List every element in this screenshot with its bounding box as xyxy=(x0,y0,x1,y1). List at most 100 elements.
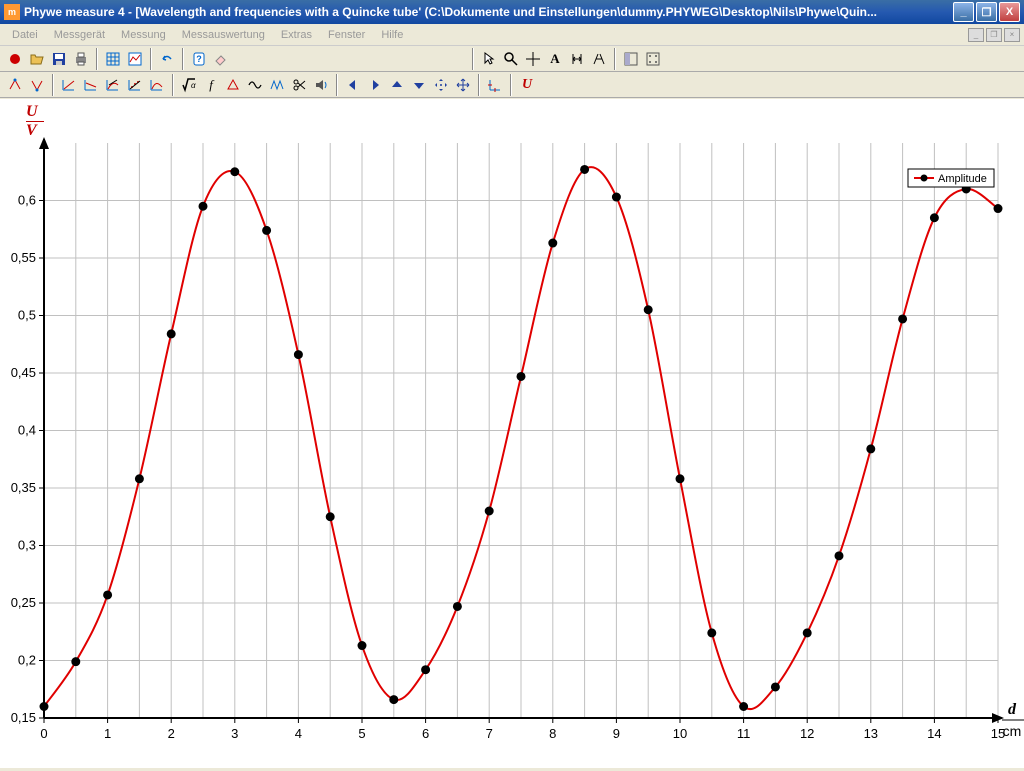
data-point xyxy=(899,315,907,323)
svg-text:0,5: 0,5 xyxy=(18,308,36,323)
y-variable-button[interactable]: U xyxy=(516,74,538,96)
pointer-button[interactable] xyxy=(478,48,500,70)
app-icon: m xyxy=(4,4,20,20)
text-button[interactable]: A xyxy=(544,48,566,70)
svg-text:10: 10 xyxy=(673,726,687,741)
svg-text:9: 9 xyxy=(613,726,620,741)
menu-messauswertung[interactable]: Messauswertung xyxy=(174,27,273,43)
svg-text:0: 0 xyxy=(40,726,47,741)
svg-text:0,15: 0,15 xyxy=(11,710,36,725)
nav-up-button[interactable] xyxy=(386,74,408,96)
y-axis-label-top: U xyxy=(26,103,44,121)
print-button[interactable] xyxy=(70,48,92,70)
menu-messgeraet[interactable]: Messgerät xyxy=(46,27,113,43)
nav-right-button[interactable] xyxy=(364,74,386,96)
menu-messung[interactable]: Messung xyxy=(113,27,174,43)
x-axis-label-top: d xyxy=(1008,701,1017,718)
data-point xyxy=(930,214,938,222)
line-rising-icon[interactable] xyxy=(58,74,80,96)
nav-fit-button[interactable] xyxy=(452,74,474,96)
svg-text:8: 8 xyxy=(549,726,556,741)
data-point xyxy=(135,475,143,483)
data-point xyxy=(422,666,430,674)
menu-fenster[interactable]: Fenster xyxy=(320,27,373,43)
data-point xyxy=(294,351,302,359)
svg-text:1: 1 xyxy=(104,726,111,741)
save-button[interactable] xyxy=(48,48,70,70)
menu-hilfe[interactable]: Hilfe xyxy=(373,27,411,43)
minimize-button[interactable]: _ xyxy=(953,2,974,22)
data-point xyxy=(358,642,366,650)
eraser-button[interactable] xyxy=(210,48,232,70)
data-point xyxy=(485,507,493,515)
function-icon[interactable]: f xyxy=(200,74,222,96)
chart-view-button[interactable] xyxy=(124,48,146,70)
peak-icon[interactable] xyxy=(4,74,26,96)
undo-button[interactable] xyxy=(156,48,178,70)
measure-h-button[interactable] xyxy=(566,48,588,70)
help-button[interactable]: ? xyxy=(188,48,210,70)
zoom-button[interactable] xyxy=(500,48,522,70)
data-point xyxy=(199,202,207,210)
data-point xyxy=(708,629,716,637)
tangent-icon[interactable] xyxy=(102,74,124,96)
legend-label: Amplitude xyxy=(938,173,987,185)
toolbar-row-1: ? A xyxy=(0,46,1024,72)
linear-fit-icon[interactable] xyxy=(124,74,146,96)
data-point xyxy=(326,513,334,521)
valley-icon[interactable] xyxy=(26,74,48,96)
chart-canvas[interactable]: 01234567891011121314150,150,20,250,30,35… xyxy=(0,99,1024,768)
maximize-button[interactable]: ❐ xyxy=(976,2,997,22)
speaker-icon[interactable] xyxy=(310,74,332,96)
layout-button-2[interactable] xyxy=(642,48,664,70)
data-point xyxy=(167,330,175,338)
sqrt-icon[interactable]: α xyxy=(178,74,200,96)
sine-icon[interactable] xyxy=(244,74,266,96)
svg-text:12: 12 xyxy=(800,726,814,741)
data-point xyxy=(771,683,779,691)
mdi-close[interactable]: × xyxy=(1004,28,1020,42)
nav-left-button[interactable] xyxy=(342,74,364,96)
axes-config-button[interactable] xyxy=(484,74,506,96)
mdi-restore[interactable]: ❐ xyxy=(986,28,1002,42)
crosshair-button[interactable] xyxy=(522,48,544,70)
svg-text:A: A xyxy=(550,51,560,66)
data-point xyxy=(581,165,589,173)
svg-text:2: 2 xyxy=(168,726,175,741)
svg-text:0,3: 0,3 xyxy=(18,538,36,553)
record-button[interactable] xyxy=(4,48,26,70)
data-point xyxy=(644,306,652,314)
open-button[interactable] xyxy=(26,48,48,70)
data-point xyxy=(517,372,525,380)
double-peak-icon[interactable] xyxy=(266,74,288,96)
svg-text:0,35: 0,35 xyxy=(11,480,36,495)
titlebar: m Phywe measure 4 - [Wavelength and freq… xyxy=(0,0,1024,24)
triangle-icon[interactable] xyxy=(222,74,244,96)
curve-fit-icon[interactable] xyxy=(146,74,168,96)
svg-text:0,25: 0,25 xyxy=(11,595,36,610)
svg-text:f: f xyxy=(209,77,215,92)
line-flat-icon[interactable] xyxy=(80,74,102,96)
layout-button-1[interactable] xyxy=(620,48,642,70)
svg-text:0,45: 0,45 xyxy=(11,365,36,380)
menu-extras[interactable]: Extras xyxy=(273,27,320,43)
scissors-icon[interactable] xyxy=(288,74,310,96)
nav-pan-button[interactable] xyxy=(430,74,452,96)
mdi-minimize[interactable]: _ xyxy=(968,28,984,42)
measure-angle-button[interactable] xyxy=(588,48,610,70)
x-axis-label-bottom: cm xyxy=(1003,723,1022,739)
mdi-controls: _ ❐ × xyxy=(968,28,1020,42)
y-axis-label: U V xyxy=(26,103,44,140)
menu-datei[interactable]: Datei xyxy=(4,27,46,43)
nav-down-button[interactable] xyxy=(408,74,430,96)
close-button[interactable]: X xyxy=(999,2,1020,22)
window-title: Phywe measure 4 - [Wavelength and freque… xyxy=(24,5,953,19)
data-point xyxy=(453,602,461,610)
data-point xyxy=(867,445,875,453)
data-point xyxy=(72,658,80,666)
data-point xyxy=(803,629,811,637)
data-point xyxy=(740,703,748,711)
svg-text:?: ? xyxy=(196,54,202,64)
grid-button[interactable] xyxy=(102,48,124,70)
y-axis-label-bottom: V xyxy=(26,122,44,140)
